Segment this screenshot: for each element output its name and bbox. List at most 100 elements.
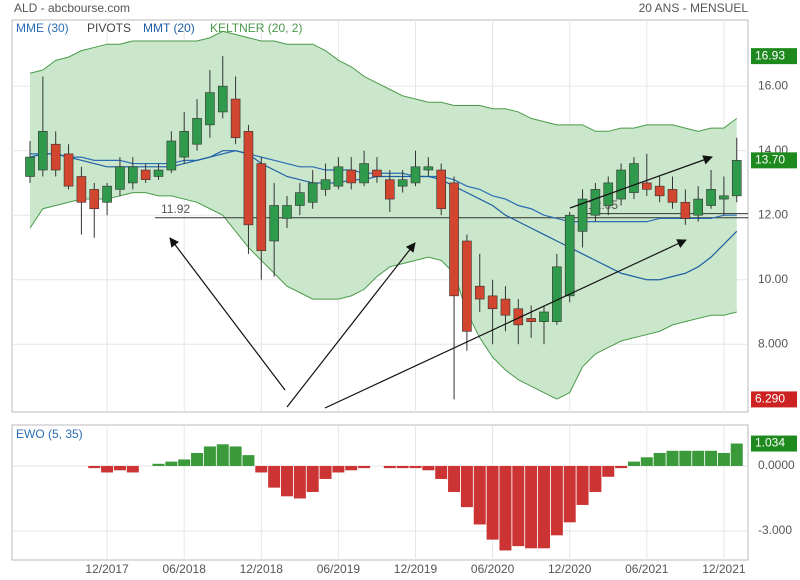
arrow (286, 242, 416, 408)
price-tag-label: 13.70 (755, 153, 785, 167)
candle-body (115, 166, 125, 190)
y-tick-label: 8.000 (758, 336, 788, 350)
ewo-bar (435, 465, 448, 479)
candle-body (25, 156, 35, 177)
ewo-bar (332, 465, 345, 473)
candle-body (449, 182, 459, 297)
candle-body (346, 169, 357, 184)
ewo-bar (178, 459, 191, 466)
candle-body (397, 179, 408, 187)
candle-body (474, 285, 485, 300)
candle-body (102, 185, 112, 203)
keltner-line (29, 192, 737, 400)
candle-body (166, 140, 177, 171)
ewo-bar (473, 465, 486, 525)
ewo-bar (358, 465, 371, 469)
y-tick-label: 0.0000 (758, 458, 795, 472)
candle-body (76, 176, 87, 203)
candle-body (462, 240, 472, 332)
ewo-bar (602, 465, 615, 477)
x-tick-label: 06/2019 (317, 562, 361, 576)
ewo-bar (281, 465, 293, 497)
candle-body (719, 195, 729, 200)
candle-body (50, 143, 61, 171)
annotations (169, 155, 713, 409)
price-tag (751, 48, 797, 65)
ewo-bar (679, 450, 692, 466)
ewo-bar (615, 465, 628, 469)
legend-entry: MME (30) (16, 21, 69, 35)
ewo-bar (216, 444, 229, 466)
ewo-bar (730, 443, 743, 466)
ewo-bar (165, 461, 178, 466)
candle-body (243, 131, 254, 226)
candle-body (410, 166, 421, 184)
ewo-bar (666, 450, 679, 466)
ewo-bar (293, 465, 306, 499)
candle-body (667, 189, 678, 203)
x-tick-label: 12/2017 (85, 562, 129, 576)
price-tag-label: 16.93 (755, 48, 785, 62)
pivot-label: 11.92 (161, 202, 190, 216)
arrow (324, 239, 687, 409)
ewo-bar (306, 465, 319, 492)
candle-body (320, 179, 331, 190)
candle-body (436, 169, 447, 210)
ewo-bar (576, 465, 589, 505)
ewo-panel (11, 424, 749, 561)
ewo-bar (101, 465, 114, 473)
arrow (569, 155, 713, 209)
ewo-bar (589, 465, 602, 492)
candle-body (629, 163, 639, 193)
ewo-bar (203, 446, 216, 466)
candle-body (372, 169, 382, 177)
candle-body (282, 205, 292, 219)
candle-body (63, 153, 74, 187)
price-tag (751, 435, 797, 452)
y-tick-label: 12.00 (758, 207, 788, 221)
x-tick-label: 12/2018 (240, 562, 284, 576)
candle-body (256, 163, 267, 251)
candle-body (89, 189, 100, 210)
candle-body (307, 182, 318, 203)
x-tick-label: 12/2021 (702, 562, 746, 576)
ewo-bar (242, 455, 255, 466)
ewo-bar (486, 465, 499, 540)
candle-body (706, 189, 716, 206)
candle-body (333, 166, 344, 187)
ewo-bar (705, 450, 718, 466)
ewo-bar (550, 465, 563, 536)
ewo-bar (538, 465, 550, 549)
candle-body (423, 166, 434, 171)
candle-body (500, 298, 511, 316)
ewo-bar (409, 465, 422, 469)
candle-body (140, 169, 151, 181)
candle-body (693, 198, 704, 216)
candle-body (384, 179, 395, 200)
ewo-bar (563, 465, 576, 523)
ewo-bar (692, 450, 705, 466)
candle-body (552, 266, 562, 322)
candle-body (487, 295, 498, 310)
x-tick-label: 12/2019 (394, 562, 438, 576)
ewo-bar (499, 465, 512, 551)
ewo-bar (396, 465, 409, 469)
x-tick-label: 06/2018 (163, 562, 207, 576)
candle-body (295, 192, 305, 206)
y-tick-label: 10.00 (758, 272, 788, 286)
x-tick-label: 06/2020 (471, 562, 515, 576)
ewo-bar (152, 463, 165, 466)
header-left: ALD - abcbourse.com (14, 1, 130, 15)
price-tag (751, 391, 797, 408)
candle-body (269, 205, 279, 242)
legend-entry: KELTNER (20, 2) (210, 21, 302, 35)
candle-body (217, 85, 228, 113)
ewo-bar (422, 465, 435, 471)
candle-body (205, 92, 215, 126)
ewo-bar (448, 465, 461, 492)
candle-body (192, 118, 202, 145)
legend-entry: PIVOTS (87, 21, 131, 35)
ewo-bar (229, 446, 242, 466)
ewo-bar (627, 461, 640, 466)
